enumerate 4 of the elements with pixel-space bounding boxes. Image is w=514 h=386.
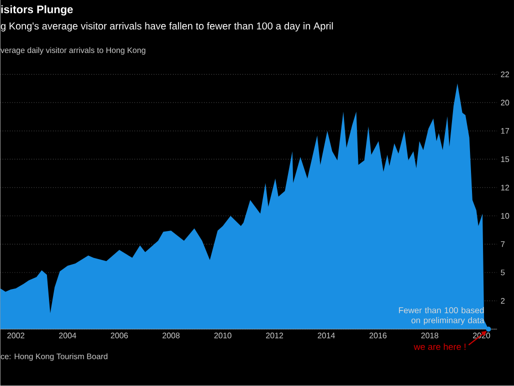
chart-subtitle: g Kong's average visitor arrivals have fallen to fewer than 100 a day in April	[0, 22, 333, 32]
annotation: we are here !	[414, 343, 466, 350]
annotation: Fewer than 100 based on preliminary data	[399, 307, 484, 326]
chart-title: isitors Plunge	[1, 5, 73, 16]
